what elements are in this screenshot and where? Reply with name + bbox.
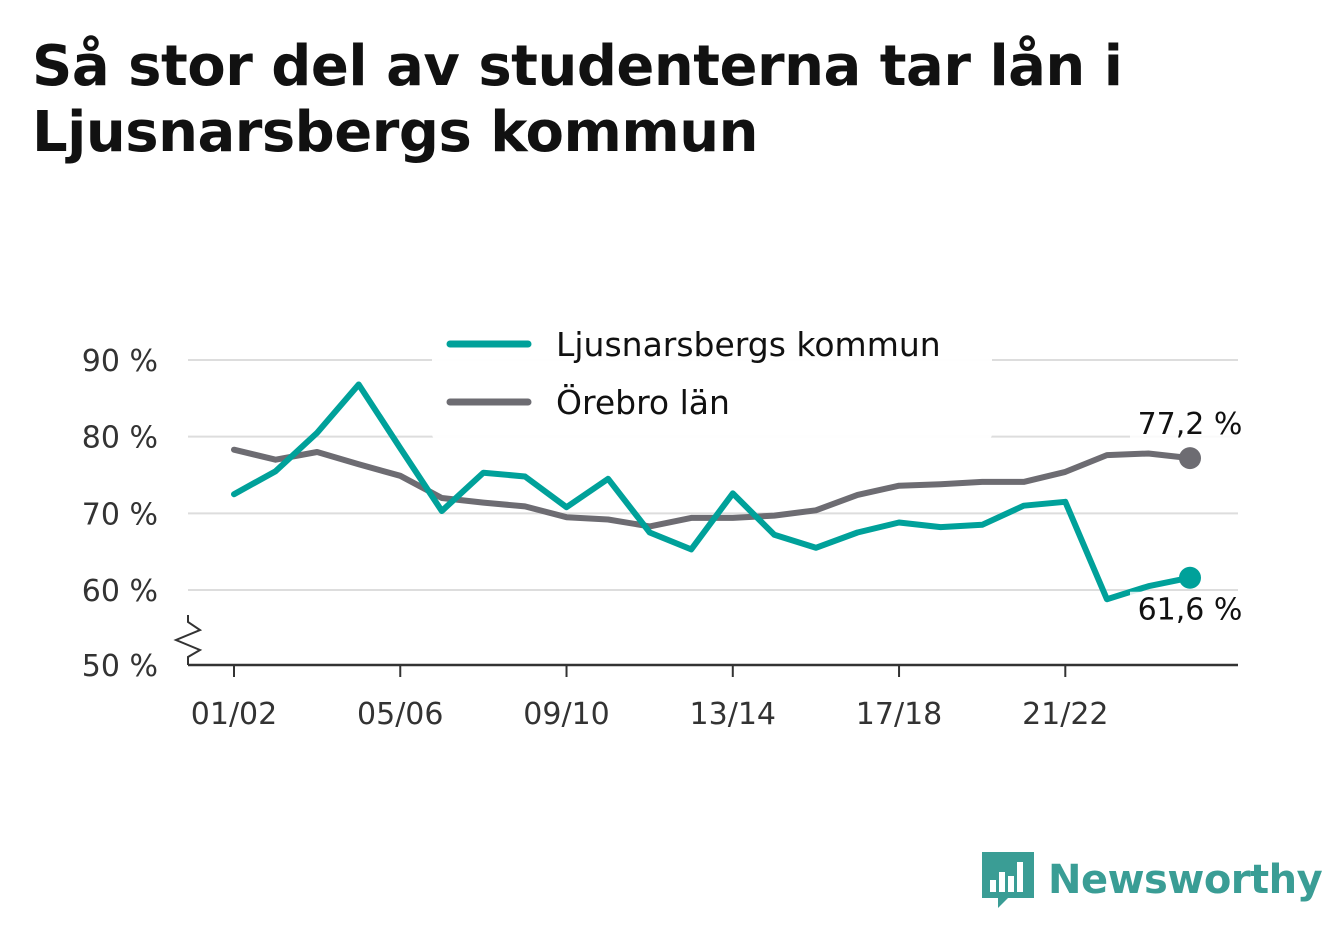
chart-title: Så stor del av studenterna tar lån i Lju… — [32, 34, 1123, 165]
legend-box — [432, 318, 992, 440]
y-axis: 50 % 60 % 70 % 80 % 90 % — [82, 344, 203, 684]
x-tick-label: 21/22 — [1022, 697, 1108, 732]
y-tick-label: 50 % — [82, 649, 158, 684]
y-tick-label: 80 % — [82, 421, 158, 456]
end-label: 61,6 % — [1138, 593, 1243, 628]
legend-label: Ljusnarsbergs kommun — [556, 325, 941, 364]
x-tick-label: 17/18 — [856, 697, 942, 732]
x-tick-label: 09/10 — [523, 697, 609, 732]
series-lines — [231, 381, 1201, 603]
x-tick-label: 01/02 — [191, 697, 277, 732]
legend-label: Örebro län — [556, 382, 730, 422]
y-tick-label: 70 % — [82, 497, 158, 532]
end-label: 77,2 % — [1138, 407, 1243, 442]
x-tick-label: 05/06 — [357, 697, 443, 732]
bar-chart-speech-icon — [982, 852, 1034, 908]
end-label-bg — [1130, 406, 1250, 443]
x-axis: 01/02 05/06 09/10 13/14 17/18 21/22 — [188, 663, 1238, 732]
series-line-ljusnarsbergs-kommun — [231, 381, 1193, 603]
y-tick-label: 90 % — [82, 344, 158, 379]
brand-name: Newsworthy — [1048, 857, 1322, 903]
y-axis-break — [173, 615, 203, 665]
end-point-marker — [1179, 447, 1201, 470]
end-point-marker — [1179, 566, 1201, 589]
end-label-bg — [1130, 591, 1250, 628]
brand-logo: Newsworthy — [980, 850, 1322, 910]
end-labels: 61,6 % 77,2 % — [1130, 406, 1250, 628]
x-tick-label: 13/14 — [690, 697, 776, 732]
y-tick-label: 60 % — [82, 574, 158, 609]
series-line-rebro-l-n — [231, 446, 1193, 530]
legend: Ljusnarsbergs kommun Örebro län — [432, 318, 992, 440]
